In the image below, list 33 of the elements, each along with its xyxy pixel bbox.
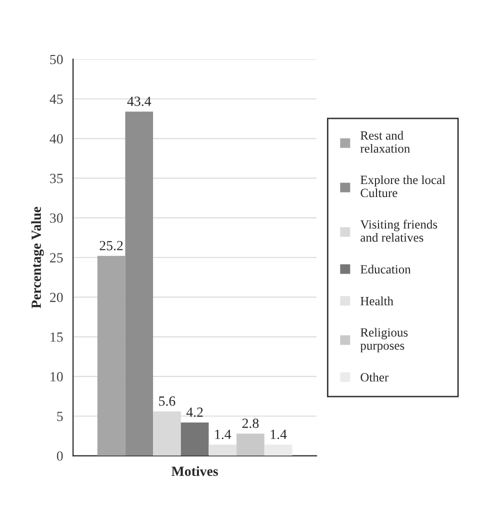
data-label: 4.2 (186, 408, 203, 417)
legend-label: Health (360, 296, 394, 306)
y-tick-label: 20 (50, 292, 63, 302)
y-tick-label: 25 (50, 253, 63, 262)
legend-label: Other (360, 372, 389, 382)
y-axis-title: Percentage Value (31, 206, 44, 308)
y-tick-label: 10 (50, 372, 63, 382)
data-label: 43.4 (127, 96, 152, 106)
data-label: 1.4 (215, 430, 232, 440)
data-label: 25.2 (100, 240, 123, 250)
legend-label: Visiting friends and relatives (360, 220, 438, 242)
y-tick-label: 35 (50, 174, 63, 184)
bar (236, 434, 264, 456)
y-tick-label: 30 (50, 213, 63, 223)
bar (180, 422, 209, 456)
legend-label: Explore the local Culture (360, 175, 446, 198)
y-tick-label: 15 (50, 332, 63, 342)
y-tick-label: 5 (57, 412, 63, 422)
bar (208, 444, 237, 456)
x-axis-title: Motives (172, 466, 218, 476)
y-tick-label: 50 (50, 54, 63, 64)
data-label: 2.8 (242, 418, 259, 428)
legend-label: Rest and relaxation (360, 130, 410, 153)
bar (97, 256, 126, 456)
bar (125, 112, 154, 456)
y-tick-label: 45 (50, 94, 63, 104)
data-label: 5.6 (159, 396, 176, 406)
y-tick-label: 0 (56, 451, 63, 461)
bar (264, 444, 292, 456)
data-label: 1.4 (270, 430, 287, 440)
legend-label: Education (360, 264, 411, 274)
y-tick-label: 40 (50, 134, 63, 144)
legend-label: Religious purposes (360, 328, 408, 352)
